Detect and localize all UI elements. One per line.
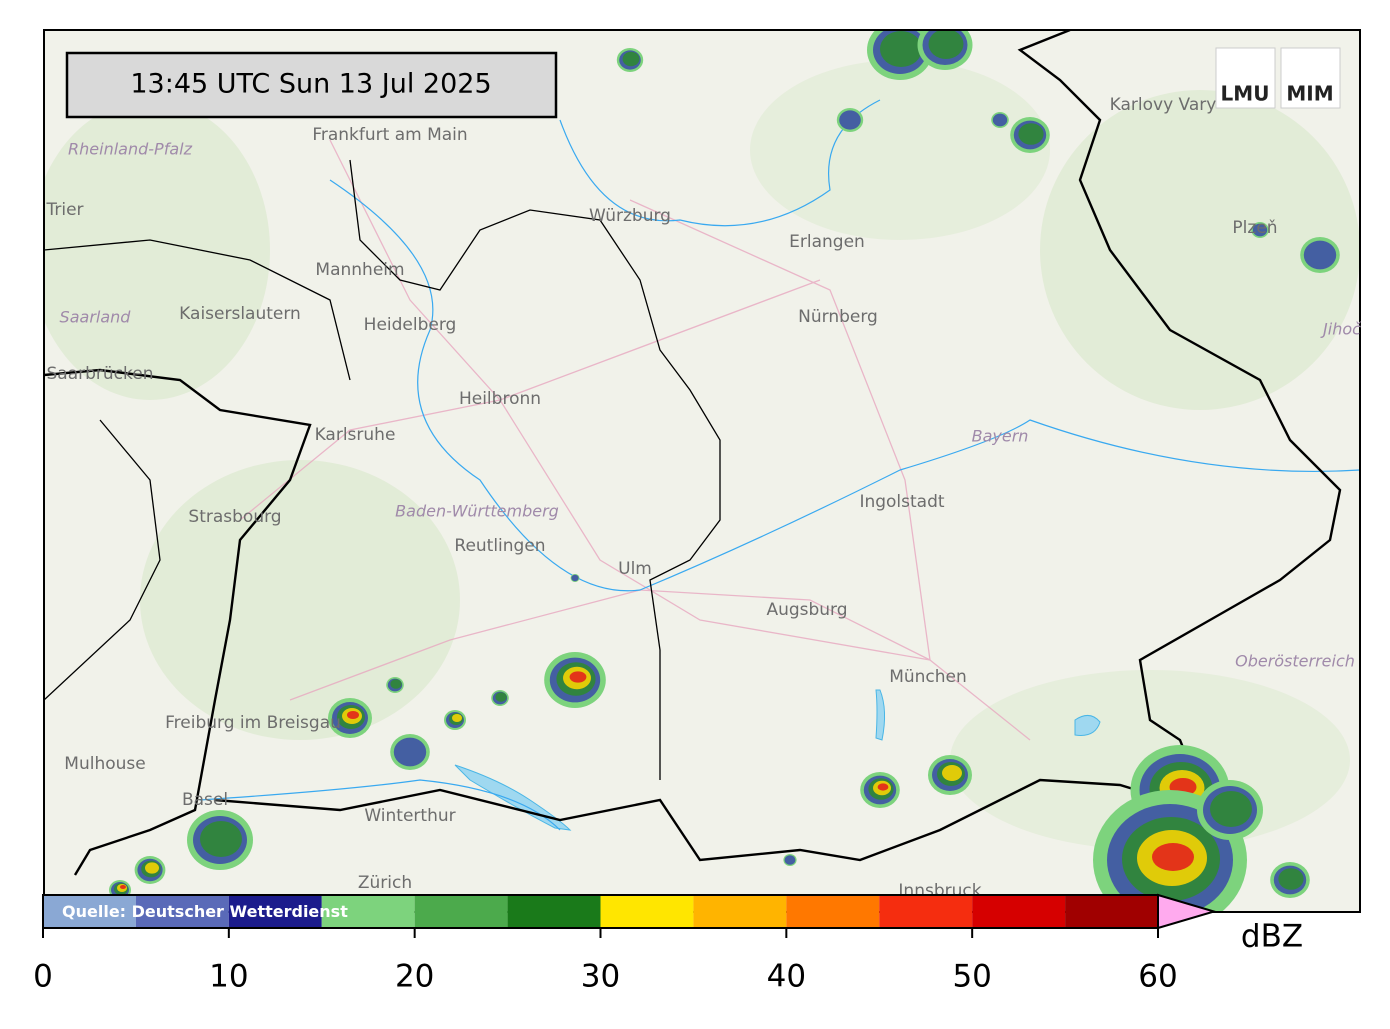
logo: MIM — [1286, 82, 1333, 106]
region-label: Rheinland-Pfalz — [68, 140, 193, 159]
place-label: Mulhouse — [64, 754, 145, 774]
echo — [928, 30, 964, 59]
place-label: Saarbrücken — [47, 364, 154, 384]
radar-echoes — [109, 30, 1340, 912]
echo — [200, 821, 242, 857]
region-label: Bayern — [972, 427, 1029, 446]
logo-box — [1215, 47, 1276, 109]
echo — [145, 862, 159, 874]
echo — [571, 574, 579, 582]
echo — [1018, 123, 1044, 145]
place-label: Plzeň — [1232, 218, 1277, 238]
echo — [393, 737, 427, 767]
echo — [495, 692, 507, 702]
region-label: Saarland — [60, 308, 132, 327]
place-label: Würzburg — [589, 206, 671, 226]
place-label: Kaiserslautern — [179, 304, 301, 324]
echo — [880, 31, 922, 67]
echo — [877, 783, 889, 791]
echo — [839, 110, 861, 130]
place-label: Erlangen — [789, 232, 865, 252]
echo — [1152, 843, 1194, 871]
colorbar-bin — [693, 895, 787, 928]
place-label: Zürich — [358, 873, 412, 893]
colorbar-bin — [228, 895, 322, 928]
tick-label: 0 — [33, 959, 53, 995]
place-label: Augsburg — [766, 600, 847, 620]
colorbar-bin — [43, 895, 136, 928]
logo-box — [1280, 47, 1341, 109]
colorbar: Quelle: Deutscher Wetterdienst 0 10 20 30 40 5… — [33, 893, 1303, 995]
place-label: Reutlingen — [454, 536, 545, 556]
colorbar-bin — [135, 895, 229, 928]
timestamp: 13:45 UTC Sun 13 Jul 2025 — [130, 69, 491, 100]
place-label: Ingolstadt — [859, 492, 944, 512]
colorbar-bin — [972, 895, 1066, 928]
echo — [120, 885, 126, 889]
place-label: Basel — [182, 790, 228, 810]
tick-label: 50 — [952, 959, 991, 995]
echo — [992, 113, 1008, 127]
echo — [942, 765, 962, 781]
place-label: Nürnberg — [798, 307, 878, 327]
region-label: Oberösterreich — [1235, 652, 1355, 671]
colorbar-bin — [600, 895, 694, 928]
unit-label: dBZ — [1241, 919, 1303, 955]
place-label: Ulm — [618, 559, 652, 579]
tick-label: 20 — [395, 959, 434, 995]
echo — [1278, 868, 1304, 890]
source-label: Quelle: Deutscher Wetterdienst — [62, 902, 348, 921]
place-label: Frankfurt am Main — [312, 125, 467, 145]
tick-label: 10 — [209, 959, 248, 995]
tick-label: 40 — [767, 959, 806, 995]
colorbar-bin — [507, 895, 601, 928]
echo — [390, 679, 402, 689]
region-label: Baden-Württemberg — [395, 502, 559, 521]
place-label: Strasbourg — [188, 507, 281, 527]
logo: LMU — [1221, 82, 1270, 106]
echo — [1210, 791, 1252, 827]
echo — [784, 855, 796, 865]
place-label: Mannheim — [315, 260, 404, 280]
colorbar-bin — [414, 895, 508, 928]
place-label: Freiburg im Breisgau — [165, 713, 341, 733]
place-label: Karlovy Vary — [1110, 95, 1217, 115]
place-label: Trier — [45, 200, 83, 220]
timestamp-box — [65, 51, 558, 119]
place-labels: Frankfurt am Main Rheinland-Pfalz Trier Man… — [45, 95, 1362, 901]
tick-label: 30 — [581, 959, 620, 995]
colorbar-bin — [1065, 895, 1158, 928]
echo — [569, 671, 587, 683]
place-label: Heidelberg — [364, 315, 457, 335]
colorbar-bin — [786, 895, 880, 928]
tick-label: 60 — [1138, 959, 1177, 995]
place-label: Heilbronn — [459, 389, 541, 409]
echo — [347, 711, 359, 719]
place-label: Karlsruhe — [315, 425, 396, 445]
place-label: Winterthur — [364, 806, 455, 826]
echo — [1303, 240, 1337, 270]
colorbar-bin — [879, 895, 973, 928]
region-label: Jihoč — [1320, 320, 1362, 339]
place-label: München — [889, 667, 967, 687]
echo — [622, 51, 640, 67]
echo — [452, 714, 462, 722]
echo — [1252, 223, 1268, 237]
colorbar-bin — [321, 895, 415, 928]
